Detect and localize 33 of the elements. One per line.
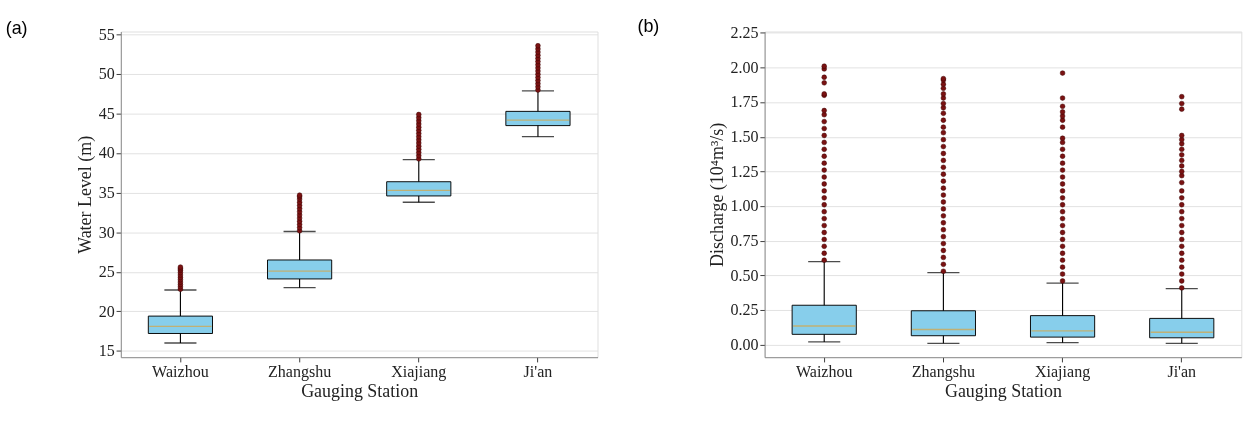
y-tick-label: 30 xyxy=(98,223,115,241)
y-tick-label: 2.00 xyxy=(730,58,759,76)
y-tick-label: 55 xyxy=(98,25,115,43)
y-tick-label: 35 xyxy=(98,183,115,201)
x-tick-label: Ji'an xyxy=(523,362,553,380)
y-tick-label: 0.50 xyxy=(730,266,759,284)
y-tick-label: 40 xyxy=(98,144,115,162)
x-tick-label: Zhangshu xyxy=(267,362,332,381)
y-axis-title: Discharge (10⁴m³/s) xyxy=(706,122,728,267)
y-tick-label: 1.25 xyxy=(730,162,759,180)
y-tick-label: 1.50 xyxy=(730,128,759,146)
x-axis-title: Gauging Station xyxy=(944,381,1062,402)
y-tick-label: 50 xyxy=(98,65,115,83)
y-tick-label: 15 xyxy=(98,342,115,360)
x-tick-label: Waizhou xyxy=(152,362,209,380)
x-tick-label: Zhangshu xyxy=(911,362,976,381)
y-tick-label: 25 xyxy=(98,263,115,281)
y-tick-label: 0.00 xyxy=(730,335,759,353)
y-tick-label: 0.25 xyxy=(730,301,759,319)
y-axis-title: Water Level (m) xyxy=(75,135,97,254)
chart-title: (a) xyxy=(5,17,28,38)
y-tick-label: 1.00 xyxy=(730,197,759,215)
x-axis-title: Gauging Station xyxy=(301,381,419,402)
x-tick-label: Waizhou xyxy=(795,362,853,380)
y-tick-label: 20 xyxy=(98,302,115,320)
x-tick-label: Xiajiang xyxy=(1034,362,1091,381)
x-tick-label: Ji'an xyxy=(1167,362,1197,380)
x-tick-label: Xiajiang xyxy=(391,362,447,381)
y-tick-label: 2.25 xyxy=(730,24,759,42)
y-tick-label: 45 xyxy=(98,104,115,122)
chart-title: (b) xyxy=(637,15,660,36)
y-tick-label: 0.75 xyxy=(730,231,759,249)
y-tick-label: 1.75 xyxy=(730,93,759,111)
